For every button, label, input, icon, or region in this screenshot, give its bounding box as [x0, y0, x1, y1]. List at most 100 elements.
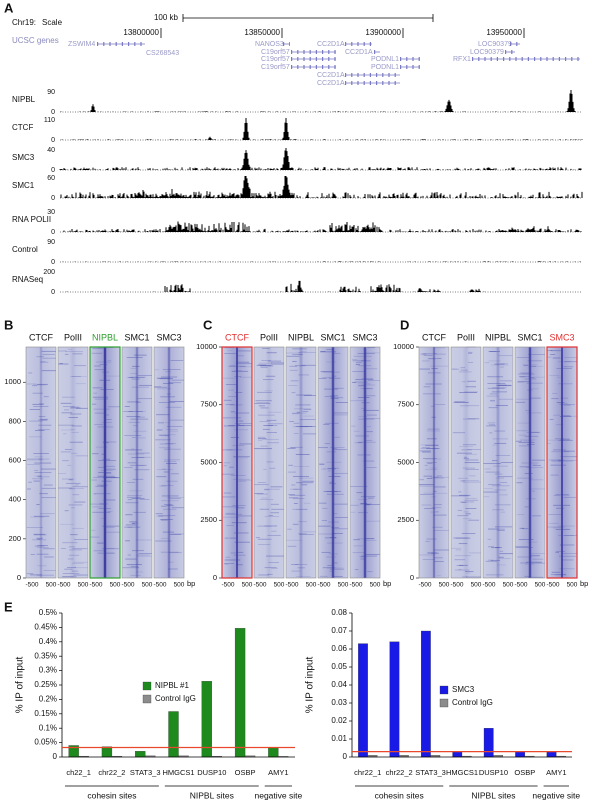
track-min: 0	[51, 109, 55, 116]
x-tick-label: OSBP	[235, 768, 256, 777]
gene-name: ZSWIM4	[68, 41, 95, 48]
column-label: CTCF	[225, 332, 249, 342]
gene-name: LOC90379	[478, 41, 512, 48]
column-label: PolII	[260, 332, 278, 342]
track-label: Control	[12, 245, 38, 254]
y-tick-label: 0.3%	[39, 666, 57, 675]
group-label: negative site	[532, 790, 580, 800]
column-border	[349, 346, 381, 579]
x-tick-label: DUSP10	[197, 768, 226, 777]
gene-name: CC2D1A	[345, 49, 373, 56]
column-border	[285, 346, 317, 579]
scale-bar-label: 100 kb	[154, 13, 179, 22]
x-tick-label: HMGCS1	[446, 768, 478, 777]
x-tick-label: -500	[546, 582, 559, 589]
track-min: 0	[51, 289, 55, 296]
scale-label: Scale	[42, 18, 63, 27]
group-label: negative site	[254, 790, 302, 800]
column-label: SMC1	[124, 332, 149, 342]
y-tick-label: 0.03	[331, 698, 347, 707]
panel-label: E	[4, 599, 13, 614]
track-label: SMC3	[12, 153, 35, 162]
y-tick-label: 1000	[4, 377, 21, 386]
bar	[101, 746, 113, 758]
x-tick-label: -500	[514, 582, 527, 589]
gene-name: CC2D1A	[317, 72, 345, 79]
x-tick-label: 500	[471, 582, 482, 589]
track-label: RNASeq	[12, 275, 43, 284]
heatmap-column	[90, 347, 120, 578]
x-unit: bp	[187, 579, 195, 588]
y-tick-label: 0.2%	[39, 695, 57, 704]
panel-label: D	[400, 317, 409, 332]
x-tick-label: HMGCS1	[162, 768, 194, 777]
track-max: 90	[47, 89, 55, 96]
column-border	[153, 346, 185, 579]
bar	[389, 641, 400, 758]
x-tick-label: 500	[370, 582, 381, 589]
bar	[201, 681, 212, 758]
column-border	[221, 346, 253, 579]
track-max: 90	[47, 239, 55, 246]
x-tick-label: 500	[439, 582, 450, 589]
y-tick-label: 600	[8, 456, 21, 465]
x-tick-label: 500	[338, 582, 349, 589]
y-tick-label: 0.04	[331, 680, 347, 689]
x-tick-label: 500	[46, 582, 57, 589]
gene-track-label: UCSC genes	[12, 36, 59, 45]
x-tick-label: 500	[142, 582, 153, 589]
track-min: 0	[51, 195, 55, 202]
gene-name: C19orf57	[261, 56, 290, 63]
gene-name: PODNL1	[371, 64, 399, 71]
y-tick-label: 0.15%	[34, 709, 57, 718]
heatmap-column	[350, 347, 380, 578]
y-tick-label: 10000	[393, 342, 414, 351]
track-label: RNA POLII	[12, 215, 51, 224]
x-tick-label: -500	[25, 582, 38, 589]
column-label: SMC1	[320, 332, 345, 342]
column-border	[89, 346, 121, 579]
x-tick-label: 500	[535, 582, 546, 589]
legend-swatch	[439, 685, 449, 695]
x-tick-label: AMY1	[268, 768, 288, 777]
y-tick-label: 7500	[200, 400, 217, 409]
legend-label: NIPBL #1	[155, 681, 189, 690]
track-signal	[63, 221, 582, 232]
y-axis-label: % IP of input	[305, 657, 316, 714]
track-signal	[66, 280, 553, 292]
y-tick-label: 0.35%	[34, 651, 57, 660]
track-min: 0	[51, 137, 55, 144]
x-tick-label: -500	[349, 582, 362, 589]
y-tick-label: 0	[213, 573, 217, 582]
y-tick-label: 0	[343, 752, 348, 761]
column-label: PolII	[457, 332, 475, 342]
group-label: NIPBL sites	[471, 790, 515, 800]
bar	[483, 728, 494, 758]
heatmap-column	[26, 347, 56, 578]
heatmap-column	[254, 347, 284, 578]
x-tick-label: 500	[78, 582, 89, 589]
y-tick-label: 0.06	[331, 644, 347, 653]
x-tick-label: ch22_1	[66, 768, 91, 777]
x-tick-label: chr22_2	[98, 768, 125, 777]
bar	[268, 747, 279, 758]
group-label: NIPBL sites	[190, 790, 234, 800]
gene-name: C19orf57	[261, 49, 290, 56]
track-label: SMC1	[12, 181, 35, 190]
track-max: 40	[47, 147, 55, 154]
y-tick-label: 0.05	[331, 662, 347, 671]
x-tick-label: AMY1	[546, 768, 566, 777]
track-max: 110	[44, 117, 55, 124]
legend-label: Control IgG	[155, 694, 196, 703]
column-border	[514, 346, 546, 579]
position-label: 13950000	[486, 28, 522, 37]
heatmap-column	[154, 347, 184, 578]
y-tick-label: 0	[17, 573, 21, 582]
y-tick-label: 200	[8, 534, 21, 543]
track-signal	[60, 176, 583, 198]
column-label: NIPBL	[485, 332, 511, 342]
y-tick-label: 0.05%	[34, 738, 57, 747]
track-max: 200	[43, 269, 55, 276]
heatmap-column	[547, 347, 577, 578]
bar	[234, 628, 246, 758]
